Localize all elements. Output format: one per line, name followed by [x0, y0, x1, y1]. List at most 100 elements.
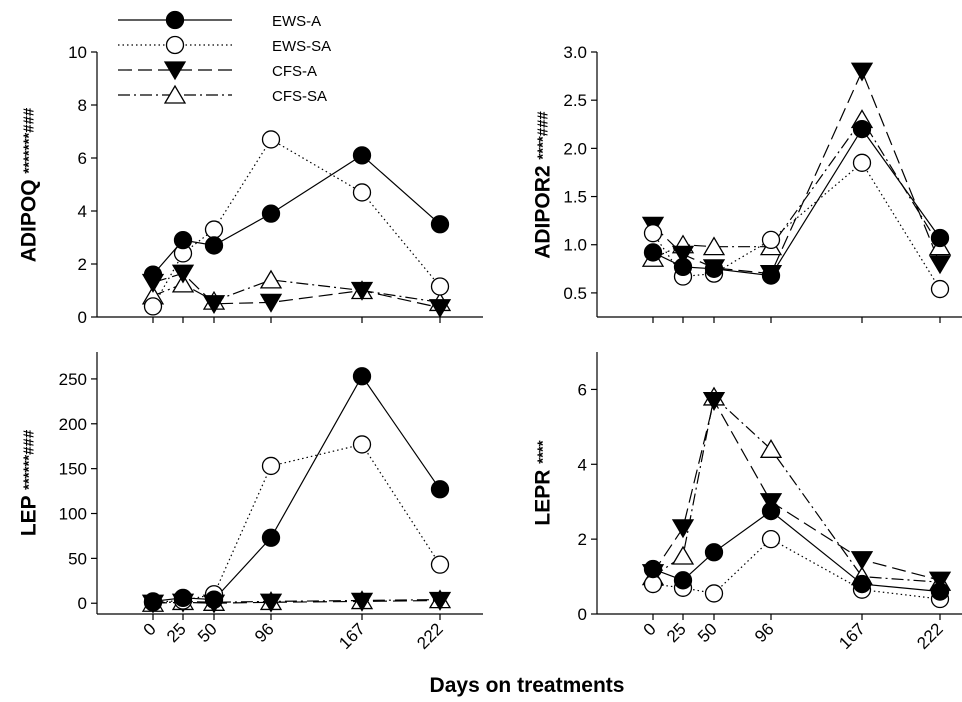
x-tick-label: 96 — [751, 619, 778, 646]
legend-marker — [165, 10, 185, 30]
data-point-ews-sa — [643, 224, 663, 243]
y-tick-label: 0 — [78, 308, 87, 327]
data-point-ews-sa — [930, 279, 950, 299]
x-tick-label: 25 — [663, 619, 690, 646]
data-point-cfs-sa — [759, 439, 783, 458]
data-point-ews-a — [261, 528, 281, 547]
data-point-cfs-a — [259, 593, 283, 613]
legend-entry: EWS-SA — [118, 35, 331, 55]
data-point-ews-a — [173, 588, 193, 607]
y-axis-label: LEP ******### — [17, 429, 40, 536]
data-point-ews-a — [352, 367, 372, 386]
y-tick-label: 1.0 — [563, 236, 587, 255]
data-point-ews-sa — [430, 555, 450, 574]
y-tick-label: 0.5 — [563, 284, 587, 303]
data-point-ews-sa — [761, 529, 781, 549]
data-point-cfs-a — [259, 293, 283, 313]
series-line-cfs-a — [652, 399, 941, 581]
legend-marker — [163, 61, 187, 81]
data-point-ews-a — [704, 259, 724, 278]
data-point-cfs-a — [671, 519, 695, 539]
data-point-ews-a — [930, 582, 950, 601]
data-point-ews-a — [204, 590, 224, 609]
y-tick-label: 8 — [78, 96, 87, 115]
x-tick-label: 167 — [335, 619, 368, 652]
y-tick-label: 1.5 — [563, 188, 587, 207]
legend-marker — [165, 35, 185, 55]
legend-label: EWS-A — [272, 13, 321, 30]
data-point-cfs-a — [202, 295, 226, 315]
data-point-ews-sa — [143, 297, 163, 316]
x-tick-label: 0 — [140, 619, 160, 639]
data-point-cfs-a — [928, 255, 952, 275]
y-tick-label: 0 — [578, 605, 587, 624]
legend-entry: CFS-SA — [118, 84, 327, 105]
legend: EWS-A EWS-SA CFS-A CFS-SA — [118, 10, 331, 105]
panel-adipoq: 0 2 4 6 8 10 ADIPOQ *******### — [17, 43, 483, 327]
data-point-cfs-a — [850, 62, 874, 82]
series-line-ews-sa — [152, 443, 441, 603]
x-tick-label: 167 — [835, 619, 868, 652]
series-line-ews-sa — [152, 138, 441, 307]
y-tick-label: 2.0 — [563, 139, 587, 158]
data-point-ews-a — [430, 480, 450, 499]
data-point-ews-a — [930, 228, 950, 248]
data-point-ews-a — [852, 574, 872, 594]
x-tick-label: 50 — [694, 619, 721, 646]
y-axis-label: ADIPOR2 ****### — [531, 111, 554, 259]
data-point-ews-a — [852, 119, 872, 139]
y-tick-label: 250 — [59, 370, 87, 389]
data-point-ews-a — [430, 215, 450, 234]
data-point-cfs-a — [671, 245, 695, 265]
data-point-cfs-sa — [259, 269, 283, 289]
data-point-cfs-a — [350, 281, 374, 301]
legend-entry: EWS-A — [118, 10, 321, 30]
data-point-cfs-a — [350, 592, 374, 612]
data-point-ews-sa — [352, 183, 372, 202]
y-axis-label: LEPR **** — [531, 440, 554, 525]
series-line-ews-a — [152, 154, 441, 275]
data-point-cfs-a — [928, 571, 952, 591]
y-tick-label: 100 — [59, 505, 87, 524]
y-tick-label: 0 — [78, 594, 87, 613]
series-line-cfs-sa — [152, 279, 441, 303]
y-tick-label: 2 — [78, 255, 87, 274]
data-point-ews-a — [643, 243, 663, 262]
data-point-ews-sa — [704, 584, 724, 603]
y-axis-label: ADIPOQ *******### — [17, 107, 40, 262]
data-point-cfs-a — [850, 551, 874, 571]
panel-adipor2: 0.5 1.0 1.5 2.0 2.5 3.0 ADIPOR2 ****### — [531, 43, 962, 323]
data-point-ews-a — [173, 230, 193, 250]
data-point-cfs-sa — [702, 236, 726, 256]
data-point-ews-sa — [261, 456, 281, 476]
series-line-cfs-sa — [652, 395, 941, 583]
series-line-ews-a — [652, 128, 941, 277]
data-point-cfs-a — [428, 591, 452, 611]
y-tick-label: 3.0 — [563, 43, 587, 62]
y-tick-label: 4 — [78, 202, 87, 221]
y-tick-label: 50 — [68, 549, 87, 568]
y-tick-label: 200 — [59, 415, 87, 434]
data-point-cfs-a — [171, 264, 195, 284]
data-point-cfs-a — [702, 392, 726, 411]
x-tick-label: 96 — [251, 619, 278, 646]
data-point-ews-sa — [430, 277, 450, 296]
data-point-ews-a — [643, 559, 663, 579]
series-line-cfs-sa — [652, 118, 941, 259]
x-tick-label: 222 — [913, 619, 946, 652]
data-point-ews-a — [352, 146, 372, 165]
series-line-ews-sa — [652, 538, 941, 600]
legend-marker — [163, 84, 187, 104]
y-tick-label: 2 — [578, 530, 587, 549]
data-point-ews-a — [204, 236, 224, 255]
data-point-ews-a — [761, 266, 781, 285]
data-point-ews-a — [261, 204, 281, 223]
legend-label: CFS-A — [272, 63, 317, 80]
y-tick-label: 150 — [59, 460, 87, 479]
data-point-ews-sa — [761, 230, 781, 250]
x-tick-label: 25 — [163, 619, 190, 646]
data-point-ews-sa — [261, 130, 281, 149]
